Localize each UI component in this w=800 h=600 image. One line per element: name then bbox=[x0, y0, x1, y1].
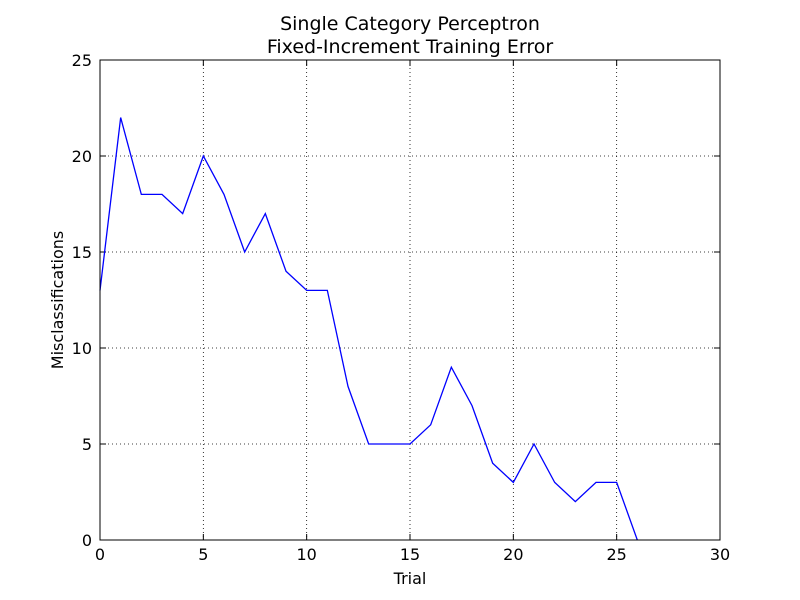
chart-title: Single Category Perceptron bbox=[280, 13, 540, 35]
x-axis-label: Trial bbox=[393, 569, 427, 588]
y-tick-label: 10 bbox=[72, 339, 92, 358]
y-tick-label: 0 bbox=[82, 531, 92, 550]
y-axis-label: Misclassifications bbox=[48, 231, 67, 369]
x-tick-label: 0 bbox=[95, 545, 105, 564]
x-tick-label: 5 bbox=[198, 545, 208, 564]
x-tick-labels: 0 5 10 15 20 25 30 bbox=[95, 545, 730, 564]
x-tick-label: 20 bbox=[503, 545, 523, 564]
y-tick-labels: 0 5 10 15 20 25 bbox=[72, 51, 92, 550]
grid-lines bbox=[100, 60, 720, 540]
y-tick-label: 25 bbox=[72, 51, 92, 70]
x-tick-label: 15 bbox=[400, 545, 420, 564]
plot-frame bbox=[99, 59, 721, 541]
x-tick-label: 30 bbox=[710, 545, 730, 564]
y-tick-label: 15 bbox=[72, 243, 92, 262]
x-tick-label: 10 bbox=[296, 545, 316, 564]
series-line bbox=[99, 117, 638, 541]
y-tick-label: 5 bbox=[82, 435, 92, 454]
chart-subtitle: Fixed-Increment Training Error bbox=[267, 36, 554, 58]
x-tick-label: 25 bbox=[606, 545, 626, 564]
y-tick-label: 20 bbox=[72, 147, 92, 166]
